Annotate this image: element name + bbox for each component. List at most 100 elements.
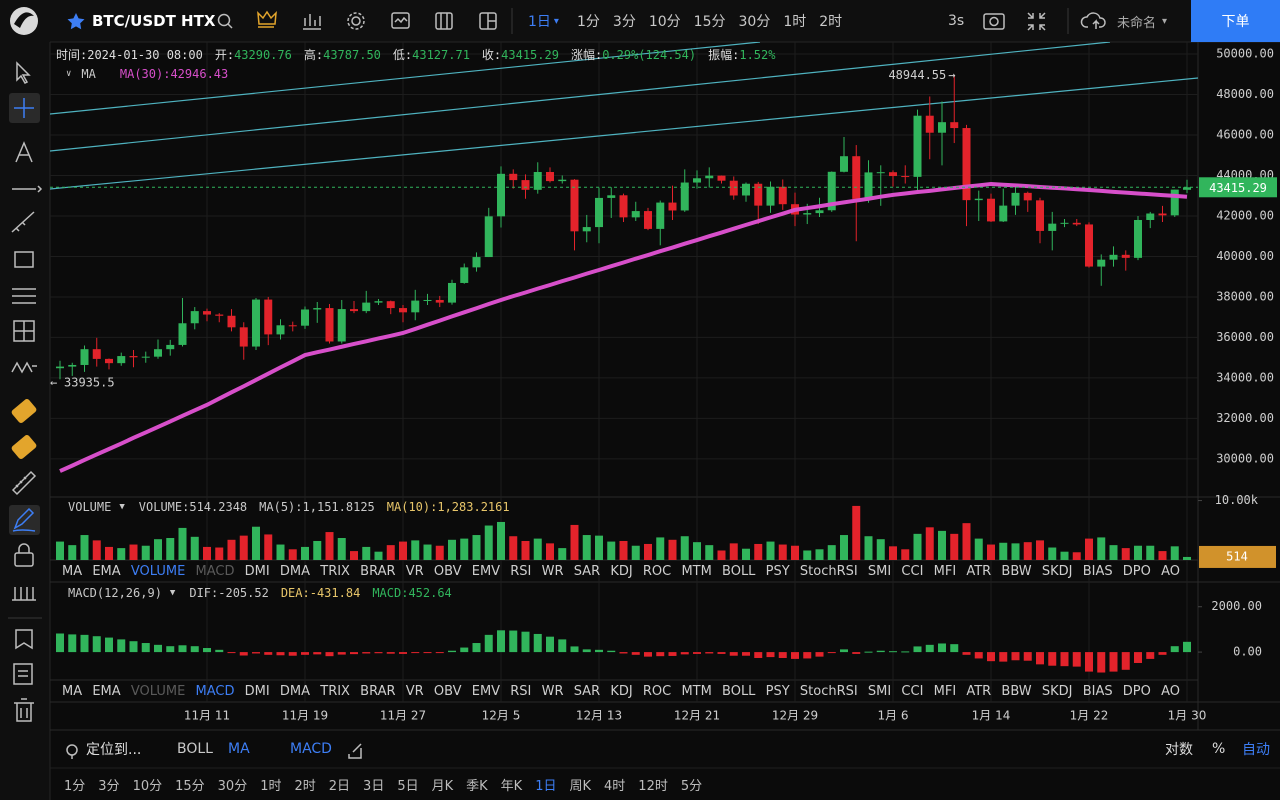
- indicator-tab[interactable]: DPO: [1122, 564, 1151, 579]
- indicator-tab[interactable]: EMA: [92, 564, 121, 579]
- percent-scale[interactable]: %: [1212, 741, 1226, 757]
- panel-icon[interactable]: [435, 12, 453, 30]
- volume-menu[interactable]: VOLUME: [68, 500, 112, 514]
- indicator-tab[interactable]: MFI: [933, 684, 957, 699]
- indicator-tab[interactable]: CCI: [901, 564, 924, 579]
- favorite-icon[interactable]: [67, 13, 85, 30]
- interval[interactable]: 3分: [98, 778, 120, 794]
- lock-tool[interactable]: [14, 552, 34, 567]
- indicator-tab[interactable]: KDJ: [610, 564, 633, 579]
- auto-scale[interactable]: 自动: [1242, 742, 1270, 758]
- ruler-tool[interactable]: [11, 470, 37, 496]
- indicator-tab[interactable]: VOLUME: [130, 684, 186, 699]
- interval[interactable]: 12时: [638, 778, 668, 794]
- indicator-tab[interactable]: RSI: [510, 684, 532, 699]
- indicator-tab[interactable]: OBV: [433, 684, 462, 699]
- interval[interactable]: 15分: [175, 778, 205, 794]
- order-button-bg[interactable]: [1191, 0, 1280, 42]
- interval[interactable]: 30分: [738, 14, 771, 30]
- interval[interactable]: 15分: [693, 14, 726, 30]
- log-scale[interactable]: 对数: [1165, 742, 1193, 758]
- brush-tool[interactable]: [10, 398, 37, 424]
- indicator-tab[interactable]: WR: [541, 564, 564, 579]
- locate-button[interactable]: 定位到...: [86, 742, 142, 758]
- camera-icon[interactable]: [983, 13, 1005, 30]
- order-button[interactable]: 下单: [1221, 14, 1250, 30]
- interval[interactable]: 1时: [260, 778, 282, 794]
- interval[interactable]: 3分: [612, 14, 636, 30]
- indicator-tab[interactable]: CCI: [901, 684, 924, 699]
- indicator-tab[interactable]: SAR: [573, 564, 601, 579]
- pair-title[interactable]: BTC/USDT HTX: [92, 12, 216, 30]
- interval[interactable]: 5日: [397, 778, 419, 794]
- indicator-tab[interactable]: MACD: [195, 564, 235, 579]
- indicator-tab[interactable]: DMI: [244, 564, 270, 579]
- interval[interactable]: 年K: [500, 778, 523, 794]
- note-tool[interactable]: [13, 663, 33, 685]
- rect-tool[interactable]: [14, 251, 34, 268]
- indicator-tab[interactable]: SKDJ: [1041, 684, 1073, 699]
- indicator-tab[interactable]: MA: [62, 684, 83, 699]
- indicator-tab[interactable]: SMI: [867, 684, 892, 699]
- indicator-tab[interactable]: OBV: [433, 564, 462, 579]
- text-tool[interactable]: [15, 141, 33, 163]
- interval[interactable]: 10分: [648, 14, 681, 30]
- cursor-tool[interactable]: [16, 61, 31, 84]
- indicator-tab[interactable]: StochRSI: [799, 684, 858, 699]
- refresh-rate[interactable]: 3s: [948, 13, 965, 29]
- interval[interactable]: 4时: [604, 778, 626, 794]
- indicator-tab[interactable]: DMI: [244, 684, 270, 699]
- indicator-tab[interactable]: BBW: [1001, 564, 1032, 579]
- indicator-tab[interactable]: ATR: [966, 564, 992, 579]
- overlay-boll[interactable]: BOLL: [177, 741, 213, 757]
- indicator-tab[interactable]: MTM: [681, 684, 712, 699]
- indicator-tab[interactable]: ROC: [642, 684, 672, 699]
- indicator-tab[interactable]: EMV: [471, 564, 501, 579]
- indicator-tab[interactable]: ROC: [642, 564, 672, 579]
- indicator-tab[interactable]: VR: [405, 564, 424, 579]
- indicator-tab[interactable]: MACD: [195, 684, 235, 699]
- indicator-tab[interactable]: VOLUME: [130, 564, 186, 579]
- settings-icon[interactable]: [351, 16, 361, 26]
- indicator-tab[interactable]: PSY: [765, 684, 790, 699]
- indicator-tab[interactable]: DMA: [279, 564, 311, 579]
- indicator-tab[interactable]: BOLL: [722, 684, 756, 699]
- layout-name-label[interactable]: 未命名: [1117, 15, 1157, 31]
- indicator-tab[interactable]: AO: [1161, 564, 1180, 579]
- indicator-tab[interactable]: ATR: [966, 684, 992, 699]
- interval[interactable]: 3日: [363, 778, 385, 794]
- layout-name[interactable]: 未命名 ▾: [1117, 10, 1167, 32]
- interval-active-label[interactable]: 1日: [528, 14, 551, 30]
- indicator-tab[interactable]: TRIX: [320, 684, 350, 699]
- ma-name[interactable]: MA: [81, 67, 96, 81]
- overlay-ma[interactable]: MA: [228, 741, 250, 757]
- indicator-tab[interactable]: PSY: [765, 564, 790, 579]
- indicator-tab[interactable]: BIAS: [1082, 564, 1113, 579]
- delete-tool[interactable]: [14, 698, 34, 722]
- interval[interactable]: 月K: [431, 778, 454, 794]
- indicator-tab[interactable]: MTM: [681, 564, 712, 579]
- parallel-tool[interactable]: [12, 288, 36, 304]
- indicator-tab[interactable]: VR: [405, 684, 424, 699]
- crown-icon[interactable]: [257, 10, 277, 28]
- indicator-tab[interactable]: DPO: [1122, 684, 1151, 699]
- interval-active[interactable]: 1日 ▾: [528, 10, 559, 32]
- indicator-tab[interactable]: StochRSI: [799, 564, 858, 579]
- indicator-tab[interactable]: BIAS: [1082, 684, 1113, 699]
- interval[interactable]: 2时: [819, 14, 843, 30]
- macd-menu[interactable]: MACD(12,26,9): [68, 586, 162, 600]
- visibility-tool[interactable]: [12, 587, 36, 601]
- indicator-macd[interactable]: MACD: [290, 741, 332, 757]
- bookmark-tool[interactable]: [15, 629, 33, 650]
- indicator-tab[interactable]: BRAR: [360, 684, 396, 699]
- indicator-tab[interactable]: BRAR: [360, 564, 396, 579]
- indicator-tab[interactable]: TRIX: [320, 564, 350, 579]
- indicator-tab[interactable]: SMI: [867, 564, 892, 579]
- eraser-tool[interactable]: [10, 434, 37, 460]
- line-tool[interactable]: [12, 185, 43, 193]
- indicator-tab[interactable]: BBW: [1001, 684, 1032, 699]
- fib-tool[interactable]: [11, 211, 35, 233]
- template-icon[interactable]: [391, 12, 410, 29]
- cloud-icon[interactable]: [1080, 12, 1106, 29]
- indicator-tab[interactable]: EMV: [471, 684, 501, 699]
